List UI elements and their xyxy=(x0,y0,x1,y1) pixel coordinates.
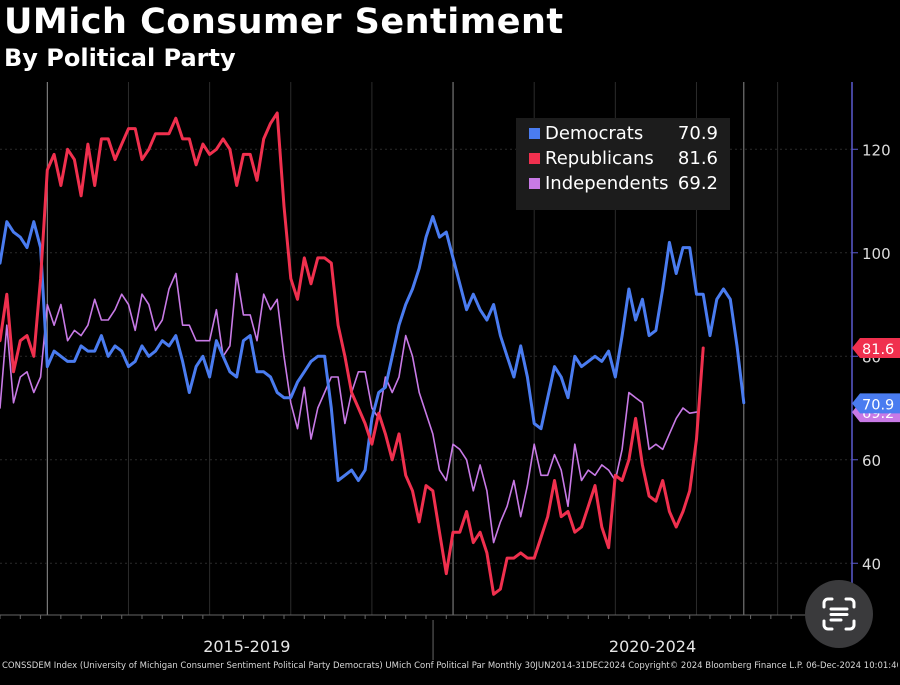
legend-value-independents: 69.2 xyxy=(678,173,718,194)
democrats-tag-value: 70.9 xyxy=(862,397,894,413)
republicans-tag xyxy=(852,337,900,358)
series-line-republicans xyxy=(0,111,705,596)
y-tick-label: 40 xyxy=(862,555,881,573)
x-period-label: 2020-2024 xyxy=(609,637,696,656)
y-tick-label: 100 xyxy=(862,245,891,263)
legend-label-republicans: Republicans xyxy=(545,148,654,169)
series-line-democrats xyxy=(0,215,746,482)
x-period-label: 2015-2019 xyxy=(203,637,290,656)
republicans-tag-value: 81.6 xyxy=(862,342,894,358)
text-scan-button[interactable] xyxy=(805,580,873,648)
source-footer: CONSSDEM Index (University of Michigan C… xyxy=(2,661,898,671)
series-line-independents xyxy=(0,272,698,544)
legend-swatch-independents xyxy=(529,178,540,189)
legend-label-independents: Independents xyxy=(545,173,668,194)
y-tick-label: 120 xyxy=(862,141,891,159)
y-tick-label: 60 xyxy=(862,452,881,470)
legend-value-democrats: 70.9 xyxy=(678,123,718,144)
legend-value-republicans: 81.6 xyxy=(678,148,718,169)
chart-title: UMich Consumer Sentiment xyxy=(4,2,564,42)
text-scan-icon xyxy=(822,597,856,631)
legend-label-democrats: Democrats xyxy=(545,123,643,144)
chart-subtitle: By Political Party xyxy=(4,44,236,72)
legend-box xyxy=(516,118,730,210)
legend-swatch-republicans xyxy=(529,153,540,164)
democrats-tag xyxy=(852,393,900,414)
legend-swatch-democrats xyxy=(529,128,540,139)
